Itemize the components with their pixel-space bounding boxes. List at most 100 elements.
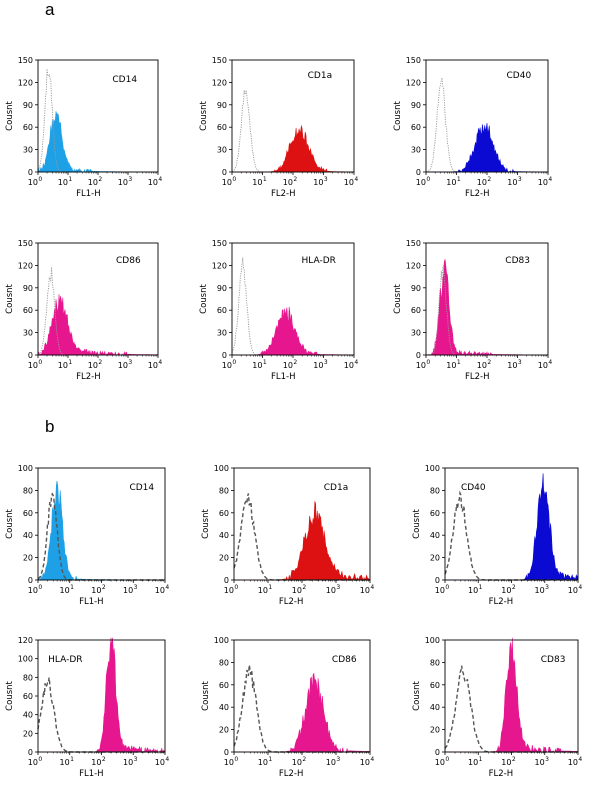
- marker-label: CD86: [332, 655, 357, 665]
- y-tick-label: 0: [435, 576, 440, 585]
- x-axis-label: FL2-H: [279, 769, 304, 779]
- sample-histogram: [232, 125, 355, 173]
- control-histogram: [444, 490, 578, 581]
- y-axis-label: Cousnt: [199, 100, 209, 130]
- y-axis-label: Cousnt: [5, 283, 15, 313]
- marker-label: CD40: [461, 483, 486, 493]
- y-tick-label: 30: [23, 329, 33, 338]
- x-tick-label: 100: [28, 359, 43, 370]
- y-axis-label: Cousnt: [5, 680, 15, 710]
- x-tick-label: 100: [435, 584, 450, 595]
- y-tick-label: 150: [18, 239, 33, 248]
- y-tick-label: 20: [219, 554, 229, 563]
- y-tick-label: 60: [23, 123, 33, 132]
- x-tick-label: 103: [313, 359, 328, 370]
- y-tick-label: 0: [222, 351, 227, 360]
- y-tick-label: 120: [212, 78, 227, 87]
- x-tick-label: 100: [435, 756, 450, 767]
- y-tick-label: 60: [219, 681, 229, 690]
- y-tick-label: 40: [23, 531, 33, 540]
- x-axis-label: FL2-H: [271, 189, 296, 199]
- y-tick-label: 0: [416, 168, 421, 177]
- x-tick-label: 102: [91, 584, 106, 595]
- control-histogram: [231, 90, 354, 173]
- x-tick-label: 103: [326, 584, 341, 595]
- sample-histogram: [37, 480, 165, 581]
- y-tick-label: 40: [219, 703, 229, 712]
- x-tick-label: 100: [28, 584, 43, 595]
- x-axis-label: FL2-H: [465, 372, 490, 382]
- y-tick-label: 20: [23, 729, 33, 738]
- y-tick-label: 60: [219, 509, 229, 518]
- x-tick-label: 103: [534, 756, 549, 767]
- histogram-b-cd86: 0 20 40 60 80 100 100 101 102 103 104 FL2-H Cousnt CD…: [201, 636, 374, 779]
- y-tick-label: 0: [224, 576, 229, 585]
- x-tick-label: 104: [148, 359, 163, 370]
- y-tick-label: 150: [212, 56, 227, 65]
- x-tick-label: 104: [155, 584, 170, 595]
- x-tick-label: 103: [118, 176, 133, 187]
- y-tick-label: 30: [23, 146, 33, 155]
- y-axis-label: Cousnt: [393, 283, 403, 313]
- x-tick-label: 100: [224, 756, 239, 767]
- marker-label: CD1a: [308, 71, 332, 81]
- x-tick-label: 101: [59, 584, 74, 595]
- y-tick-label: 0: [28, 168, 33, 177]
- y-tick-label: 90: [23, 101, 33, 110]
- x-tick-label: 104: [568, 756, 583, 767]
- x-tick-label: 101: [468, 584, 483, 595]
- x-tick-label: 102: [88, 176, 103, 187]
- x-tick-label: 100: [224, 584, 239, 595]
- y-tick-label: 150: [212, 239, 227, 248]
- x-tick-label: 104: [155, 756, 170, 767]
- histogram-a-cd83: 0 30 60 90 120 150 100 101 102 103 104 FL2-H Cousnt C…: [393, 239, 552, 382]
- x-axis-label: FL1-H: [76, 189, 101, 199]
- y-tick-label: 90: [217, 101, 227, 110]
- x-tick-label: 101: [59, 756, 74, 767]
- histogram-a-cd14: 0 30 60 90 120 150 100 101 102 103 104 FL1-H Cousnt C…: [5, 56, 162, 199]
- histogram-b-hla-dr: 0 20 40 60 80 100 120 100 101 102 103 104 FL1-H Cousn…: [5, 636, 169, 779]
- x-tick-label: 104: [538, 176, 553, 187]
- histogram-a-hla-dr: 0 30 60 90 120 150 100 101 102 103 104 FL1-H Cousnt H…: [199, 239, 358, 382]
- x-tick-label: 104: [344, 176, 359, 187]
- x-axis-label: FL1-H: [79, 597, 104, 607]
- panel-label-a: a: [45, 0, 55, 19]
- x-tick-label: 102: [91, 756, 106, 767]
- y-axis-label: Cousnt: [5, 508, 15, 538]
- sample-histogram: [37, 111, 159, 174]
- y-tick-label: 120: [406, 261, 421, 270]
- x-tick-label: 102: [292, 756, 307, 767]
- x-tick-label: 103: [123, 756, 138, 767]
- x-tick-label: 100: [222, 176, 237, 187]
- y-tick-label: 0: [28, 351, 33, 360]
- y-tick-label: 80: [219, 486, 229, 495]
- marker-label: CD83: [505, 256, 530, 266]
- x-axis-label: FL2-H: [489, 597, 514, 607]
- y-tick-label: 30: [411, 329, 421, 338]
- histogram-b-cd40: 0 20 40 60 80 100 100 101 102 103 104 FL2-H Cousnt CD…: [412, 464, 582, 607]
- y-tick-label: 60: [411, 306, 421, 315]
- y-tick-label: 120: [18, 78, 33, 87]
- y-tick-label: 90: [411, 101, 421, 110]
- y-axis-label: Cousnt: [412, 680, 422, 710]
- x-tick-label: 104: [568, 584, 583, 595]
- x-tick-label: 102: [88, 359, 103, 370]
- y-tick-label: 60: [217, 123, 227, 132]
- x-tick-label: 103: [507, 359, 522, 370]
- y-axis-label: Cousnt: [5, 100, 15, 130]
- x-tick-label: 103: [507, 176, 522, 187]
- y-tick-label: 120: [406, 78, 421, 87]
- x-tick-label: 100: [28, 756, 43, 767]
- marker-label: CD1a: [324, 483, 348, 493]
- y-tick-label: 100: [425, 464, 440, 473]
- y-tick-label: 0: [224, 748, 229, 757]
- x-axis-label: FL1-H: [79, 769, 104, 779]
- y-tick-label: 40: [219, 531, 229, 540]
- x-axis-label: FL2-H: [76, 372, 101, 382]
- y-tick-label: 80: [430, 658, 440, 667]
- histogram-b-cd1a: 0 20 40 60 80 100 100 101 102 103 104 FL2-H Cousnt CD…: [201, 464, 374, 607]
- sample-histogram: [234, 501, 371, 581]
- x-tick-label: 101: [258, 584, 273, 595]
- y-tick-label: 150: [18, 56, 33, 65]
